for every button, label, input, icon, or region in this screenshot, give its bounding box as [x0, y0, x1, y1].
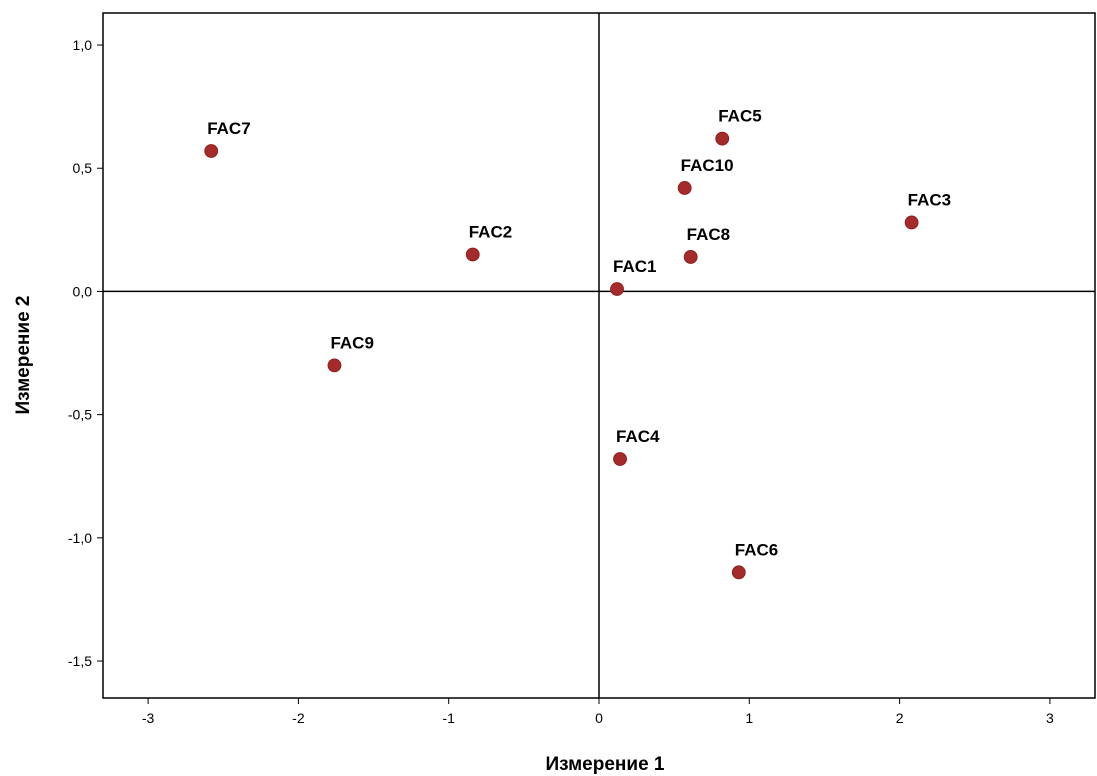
y-tick-label: -1,5 — [68, 653, 92, 669]
y-tick-label: -0,5 — [68, 407, 92, 423]
data-point-fac6 — [731, 565, 746, 580]
data-points — [204, 131, 919, 580]
data-label-fac9: FAC9 — [330, 333, 373, 352]
data-label-fac2: FAC2 — [469, 222, 512, 241]
y-tick-label: 0,0 — [73, 283, 93, 299]
data-label-fac5: FAC5 — [718, 107, 761, 126]
data-point-fac9 — [327, 358, 342, 373]
data-label-fac4: FAC4 — [616, 427, 660, 446]
data-label-fac10: FAC10 — [681, 156, 734, 175]
x-tick-label: -3 — [142, 710, 155, 726]
data-point-fac7 — [204, 144, 219, 158]
data-point-fac10 — [677, 181, 692, 195]
x-tick-label: 2 — [896, 710, 904, 726]
data-label-fac7: FAC7 — [207, 119, 250, 138]
data-label-fac8: FAC8 — [687, 225, 730, 244]
x-axis-title: Измерение 1 — [546, 754, 665, 775]
x-tick-label: 1 — [745, 710, 753, 726]
x-tick-label: 3 — [1046, 710, 1054, 726]
data-label-fac1: FAC1 — [613, 257, 656, 276]
x-axis-ticks: -3 -2 -1 0 1 2 3 — [142, 698, 1054, 726]
data-label-fac6: FAC6 — [735, 540, 778, 559]
data-point-fac4 — [613, 452, 627, 466]
data-point-labels: FAC1 FAC2 FAC3 FAC4 FAC5 FAC6 FAC7 FAC8 FAC9 FAC1… — [207, 107, 951, 560]
data-point-fac2 — [465, 247, 480, 262]
y-axis-ticks: 1,0 0,5 0,0 -0,5 -1,0 -1,5 — [68, 37, 103, 669]
x-tick-label: -1 — [442, 710, 455, 726]
data-point-fac8 — [683, 250, 698, 264]
y-tick-label: 0,5 — [73, 160, 93, 176]
x-tick-label: 0 — [595, 710, 603, 726]
x-tick-label: -2 — [292, 710, 305, 726]
y-axis-title: Измерение 2 — [13, 296, 34, 415]
data-point-fac5 — [715, 131, 730, 146]
data-point-fac3 — [904, 215, 919, 230]
data-point-fac1 — [610, 282, 624, 296]
y-tick-label: 1,0 — [73, 37, 93, 53]
reference-lines — [103, 13, 1095, 698]
data-label-fac3: FAC3 — [908, 190, 951, 209]
y-tick-label: -1,0 — [68, 530, 92, 546]
